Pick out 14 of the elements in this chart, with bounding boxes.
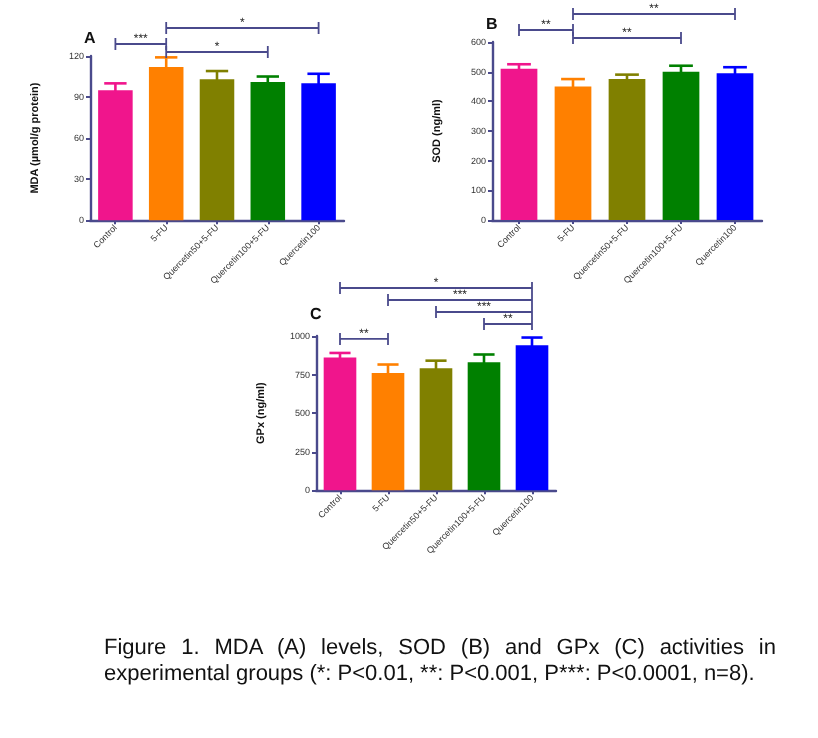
chart-title: C: [310, 305, 322, 323]
chart-title: A: [84, 29, 96, 47]
bar: [515, 345, 549, 491]
bar: [554, 86, 592, 220]
bar: [608, 79, 646, 220]
chart-title: B: [486, 15, 498, 33]
bar: [716, 73, 754, 220]
caption: Figure 1. MDA (A) levels, SOD (B) and GPx (C) activities in experimental groups (*: P<0.01, **: P<0.001, P***: P<0.0001, n=8).: [104, 636, 776, 686]
bar: [323, 357, 357, 491]
bar: [500, 68, 538, 220]
bar: [662, 71, 700, 220]
bar: [371, 373, 405, 491]
bar: [467, 362, 501, 491]
bar: [419, 368, 453, 491]
